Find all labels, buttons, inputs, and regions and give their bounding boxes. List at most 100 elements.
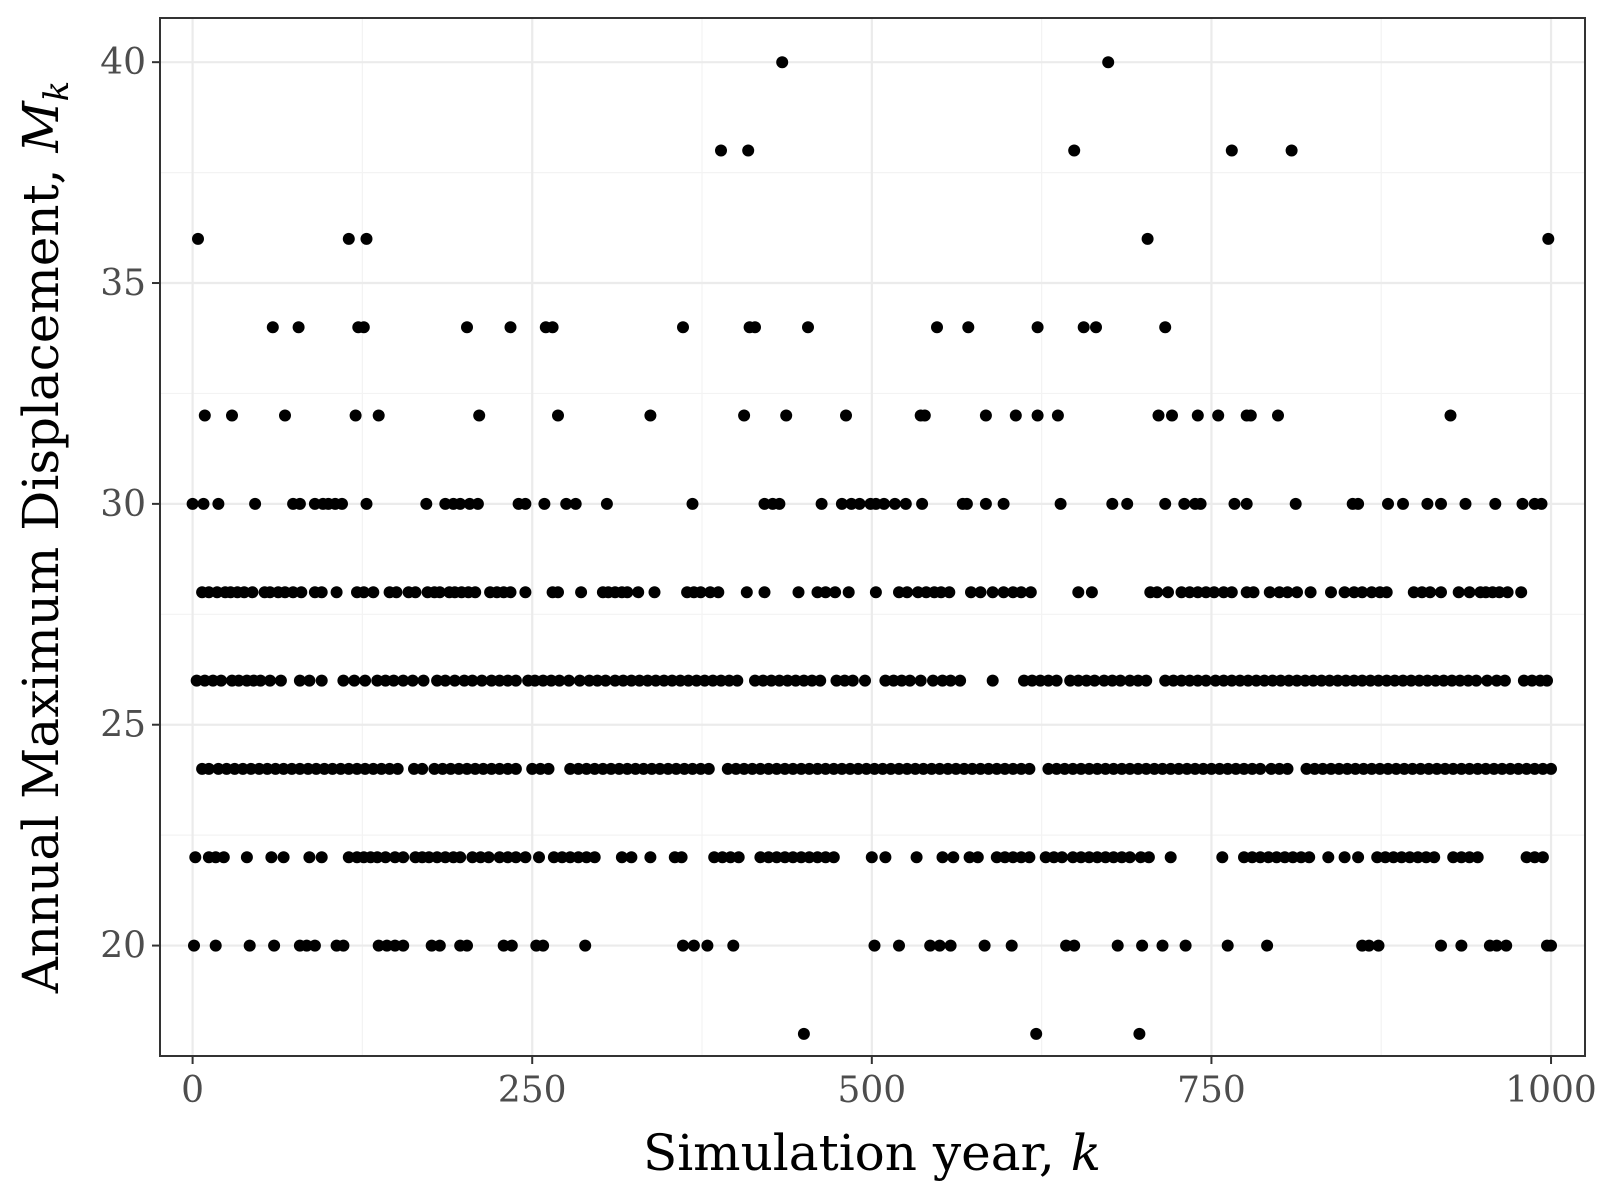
data-point [552,409,564,422]
data-point [965,586,977,599]
data-point [1208,586,1221,599]
data-point [217,851,230,864]
data-point [1455,939,1468,952]
data-point [1528,762,1541,775]
data-point [776,56,789,69]
data-point [238,586,251,599]
data-point [1356,674,1369,687]
data-point [625,851,638,864]
data-point [542,762,555,775]
data-point [209,939,222,952]
data-point [569,497,582,510]
data-point [1179,939,1192,952]
data-point [917,762,930,775]
data-point [1352,851,1365,864]
data-point [1411,851,1424,864]
data-point [732,851,745,864]
data-point [869,586,882,599]
data-point [742,144,755,157]
data-point [979,497,992,510]
data-point [1123,674,1136,687]
data-point [277,762,290,775]
data-point [803,851,816,864]
data-point [504,586,517,599]
data-point [1121,497,1134,510]
data-point [1424,586,1437,599]
data-point [189,851,202,864]
data-point [1166,409,1178,422]
data-point [519,586,532,599]
data-point [982,762,995,775]
data-point [677,939,689,952]
data-point [1106,497,1119,510]
data-point [342,851,355,864]
data-point [303,851,316,864]
data-point [1141,232,1154,245]
data-point [387,674,400,687]
data-point [371,851,384,864]
data-point [819,586,832,599]
data-point [998,851,1011,864]
data-point [979,409,992,422]
data-point [686,762,699,775]
data-point [971,851,984,864]
data-point [330,586,343,599]
data-point [1075,762,1087,775]
data-point [1111,939,1124,952]
data-point [960,497,973,510]
data-point [1379,851,1392,864]
data-point [787,762,799,775]
data-point [469,586,482,599]
data-point [605,762,617,775]
data-point [1265,762,1278,775]
data-point [931,321,943,334]
data-point [1338,586,1351,599]
data-point [600,497,613,510]
data-point [546,321,559,334]
data-point [1042,674,1055,687]
data-point [1435,497,1447,510]
data-point [295,586,308,599]
data-point [192,232,204,245]
data-point [1395,851,1408,864]
data-point [342,762,355,775]
data-point [337,939,350,952]
data-point [770,762,783,775]
data-point [814,674,827,687]
data-point [1051,409,1064,422]
data-point [433,939,446,952]
data-point [633,674,646,687]
data-point [879,851,892,864]
data-point [644,851,657,864]
data-point [724,851,737,864]
data-point [1435,939,1447,952]
data-point [1528,851,1541,864]
data-point [1172,762,1185,775]
data-point [1240,497,1253,510]
data-point [1039,851,1052,864]
data-point [266,321,279,334]
data-point [293,497,306,510]
data-point [1123,851,1136,864]
data-point [1421,497,1434,510]
data-point [859,674,871,687]
data-point [773,497,786,510]
data-point [701,939,714,952]
data-point [715,144,727,157]
data-point [1254,851,1267,864]
data-point [315,851,328,864]
data-point [1225,144,1238,157]
data-point [1405,674,1418,687]
data-point [1380,586,1393,599]
data-point [416,762,429,775]
data-point [819,851,832,864]
y-axis: 20 25 30 35 40 [100,42,160,967]
data-point [1191,409,1204,422]
data-point [580,762,593,775]
data-point [265,851,278,864]
data-point [420,497,433,510]
data-point [1175,586,1188,599]
data-point [1244,409,1257,422]
data-point [360,497,373,510]
data-point [1430,762,1443,775]
